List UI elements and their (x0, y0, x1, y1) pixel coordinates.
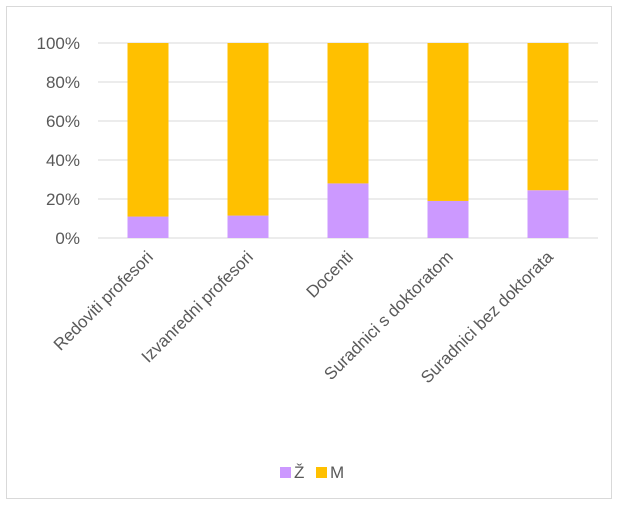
y-tick-label: 80% (46, 73, 80, 92)
y-tick-label: 100% (37, 34, 80, 53)
bar-segment-m (527, 43, 569, 191)
legend-label: Ž (294, 463, 304, 482)
x-tick-label: Izvanredni profesori (138, 247, 257, 366)
chart-frame (6, 6, 612, 499)
bar-segment-z (227, 215, 269, 238)
bar-segment-m (127, 43, 169, 217)
bar-segment-m (227, 43, 269, 216)
y-tick-label: 0% (55, 229, 80, 248)
legend-swatch (316, 467, 327, 478)
x-tick-label: Redoviti profesori (50, 247, 157, 354)
bars (127, 43, 569, 238)
bar-segment-m (427, 43, 469, 201)
bar-segment-z (427, 200, 469, 238)
bar-segment-m (327, 43, 369, 184)
y-tick-label: 20% (46, 190, 80, 209)
y-axis: 0% 20% 40% 60% 80% 100% (37, 34, 80, 248)
x-tick-label: Docenti (303, 247, 357, 301)
legend-label: M (330, 463, 344, 482)
y-tick-label: 60% (46, 112, 80, 131)
bar-segment-z (527, 190, 569, 238)
bar-segment-z (127, 216, 169, 238)
legend-swatch (280, 467, 291, 478)
y-tick-label: 40% (46, 151, 80, 170)
bar-segment-z (327, 183, 369, 238)
